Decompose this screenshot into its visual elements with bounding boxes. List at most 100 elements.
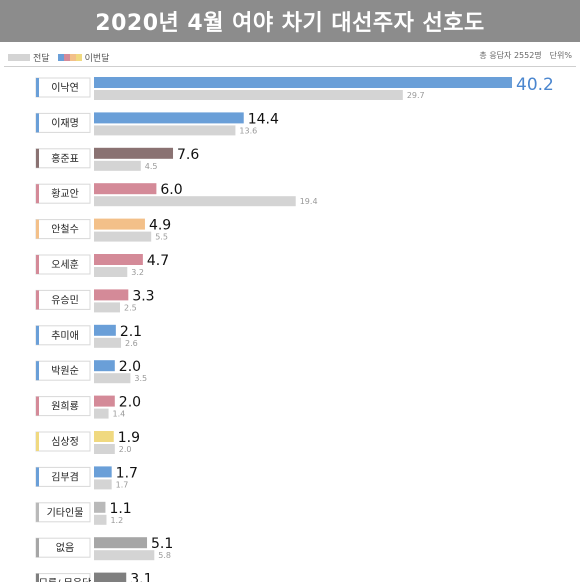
bar-current xyxy=(94,466,112,478)
value-label-previous: 4.5 xyxy=(145,162,158,171)
value-label-current: 4.9 xyxy=(149,218,171,234)
bar-current xyxy=(94,112,244,124)
candidate-color-tab xyxy=(36,502,39,522)
candidate-name: 유승민 xyxy=(51,294,79,306)
bar-previous xyxy=(94,337,122,348)
value-label-current: 3.1 xyxy=(130,572,152,582)
value-label-previous: 29.7 xyxy=(407,91,425,100)
bar-current xyxy=(94,324,116,336)
value-label-previous: 19.4 xyxy=(300,197,318,206)
bar-current xyxy=(94,183,157,195)
value-label-previous: 3.2 xyxy=(131,268,144,277)
value-label-previous: 1.4 xyxy=(113,410,126,419)
value-label-previous: 2.5 xyxy=(124,303,137,312)
candidate-name: 기타인물 xyxy=(47,507,84,519)
legend: 전달 이번달 xyxy=(8,50,109,64)
candidate-name: 김부겸 xyxy=(51,471,79,483)
value-label-previous: 5.8 xyxy=(158,551,171,560)
candidate-name: 박원순 xyxy=(51,365,79,377)
header-divider xyxy=(4,66,576,67)
value-label-current: 5.1 xyxy=(151,536,173,552)
value-label-previous: 2.6 xyxy=(125,339,138,348)
candidate-color-tab xyxy=(36,255,39,274)
value-label-previous: 2.0 xyxy=(119,445,132,454)
candidate-name: 추미애 xyxy=(51,330,79,342)
bar-current xyxy=(94,254,143,265)
bar-previous xyxy=(94,444,115,454)
candidate-color-tab xyxy=(36,113,39,133)
candidate-color-tab xyxy=(36,290,39,310)
bar-previous xyxy=(94,90,403,100)
bar-previous xyxy=(94,160,141,171)
candidate-name: 없음 xyxy=(56,541,74,554)
value-label-current: 6.0 xyxy=(160,182,182,198)
chart-title: 2020년 4월 여야 차기 대선주자 선호도 xyxy=(95,11,485,36)
bar-current xyxy=(94,147,174,159)
value-label-previous: 3.5 xyxy=(134,374,147,383)
legend-label-previous: 전달 xyxy=(33,53,50,64)
candidate-color-tab xyxy=(36,184,39,204)
bar-current xyxy=(94,218,145,230)
candidate-color-tab xyxy=(36,148,39,168)
value-label-previous: 13.6 xyxy=(239,126,257,135)
bar-previous xyxy=(94,550,155,561)
legend-swatch-previous xyxy=(8,53,30,61)
value-label-current: 14.4 xyxy=(248,111,279,127)
bar-previous xyxy=(94,196,296,207)
bar-previous xyxy=(94,267,128,277)
bar-current xyxy=(94,395,115,407)
candidate-color-tab xyxy=(36,78,39,97)
value-label-previous: 1.2 xyxy=(110,516,123,525)
bar-current xyxy=(94,431,114,442)
bar-previous xyxy=(94,373,131,384)
candidate-name: 심상정 xyxy=(51,436,79,448)
bar-current xyxy=(94,77,512,88)
bar-previous xyxy=(94,125,236,136)
candidate-color-tab xyxy=(36,361,39,381)
candidate-color-tab xyxy=(36,573,39,582)
bar-previous xyxy=(94,479,112,490)
bar-current xyxy=(94,537,148,549)
value-label-current: 7.6 xyxy=(177,147,199,163)
candidate-color-tab xyxy=(36,467,39,487)
value-label-current: 4.7 xyxy=(147,253,169,269)
candidate-color-tab xyxy=(36,396,39,416)
candidate-name: 모름/ 무응답 xyxy=(39,578,92,582)
legend-label-current: 이번달 xyxy=(84,53,110,64)
bar-previous xyxy=(94,514,107,525)
bar-current xyxy=(94,360,115,372)
bar-previous xyxy=(94,231,152,242)
bar-current xyxy=(94,289,129,301)
legend-swatch-current xyxy=(57,53,82,61)
candidate-name: 오세훈 xyxy=(51,258,79,271)
candidate-name: 안철수 xyxy=(51,224,79,236)
value-label-previous: 5.5 xyxy=(155,233,168,242)
chart-header: 2020년 4월 여야 차기 대선주자 선호도 xyxy=(0,0,580,42)
value-label-current: 1.1 xyxy=(109,501,131,517)
value-label-current: 2.0 xyxy=(119,359,141,375)
candidate-name: 이재명 xyxy=(51,117,79,129)
value-label-current: 2.0 xyxy=(119,395,141,411)
bar-previous xyxy=(94,408,109,419)
candidate-color-tab xyxy=(36,325,39,345)
value-label-current: 2.1 xyxy=(120,324,142,340)
candidate-color-tab xyxy=(36,219,39,239)
value-label-previous: 1.7 xyxy=(116,480,129,489)
candidate-name: 원희룡 xyxy=(51,401,79,413)
candidate-name: 홍준표 xyxy=(51,152,79,165)
value-label-current: 3.3 xyxy=(132,288,154,304)
candidate-name: 황교안 xyxy=(51,188,79,200)
bar-current xyxy=(94,501,106,513)
candidate-color-tab xyxy=(36,538,39,558)
value-label-current: 1.9 xyxy=(118,430,140,446)
unit-label: 단위% xyxy=(549,51,572,60)
value-label-current: 1.7 xyxy=(116,465,138,481)
bar-previous xyxy=(94,302,120,313)
candidate-name-box xyxy=(35,573,91,582)
candidate-color-tab xyxy=(36,432,39,451)
survey-meta: 총 응답자 2552명 단위% xyxy=(479,50,572,61)
candidate-name: 이낙연 xyxy=(51,82,79,94)
value-label-current: 40.2 xyxy=(516,75,554,95)
bar-current xyxy=(94,572,127,582)
